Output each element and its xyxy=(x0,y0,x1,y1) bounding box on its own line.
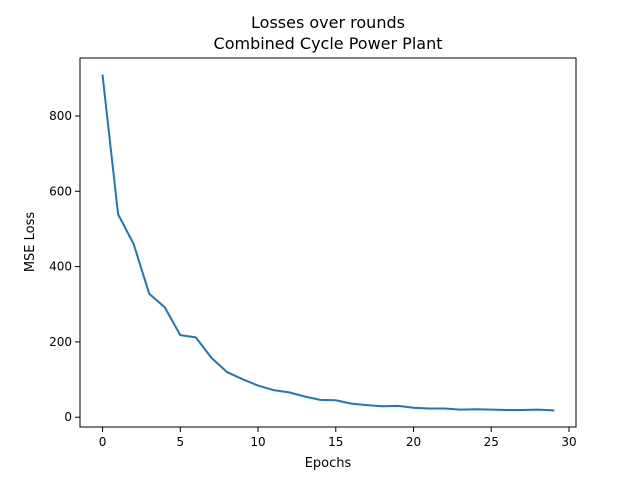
y-tick-label: 200 xyxy=(49,335,72,349)
x-tick-label: 30 xyxy=(561,435,576,449)
plot-frame xyxy=(79,57,577,428)
x-tick-label: 0 xyxy=(99,435,107,449)
y-axis-ticks: 0 200 400 600 800 xyxy=(49,109,80,424)
x-tick-label: 25 xyxy=(484,435,499,449)
y-axis-label: MSE Loss xyxy=(23,212,38,273)
x-tick-label: 5 xyxy=(176,435,184,449)
y-tick-label: 0 xyxy=(64,410,72,424)
chart-title: Losses over rounds xyxy=(251,13,405,32)
x-tick-label: 15 xyxy=(328,435,343,449)
x-axis-ticks: 0 5 10 15 20 25 30 xyxy=(99,427,577,449)
y-tick-label: 800 xyxy=(49,109,72,123)
series-line xyxy=(101,74,555,412)
plot-area: 0 5 10 15 20 25 30 0 200 400 600 800 xyxy=(49,57,577,449)
x-axis-label: Epochs xyxy=(305,456,352,471)
x-tick-label: 20 xyxy=(406,435,421,449)
y-tick-label: 400 xyxy=(49,260,72,274)
y-tick-label: 600 xyxy=(49,184,72,198)
x-tick-label: 10 xyxy=(250,435,265,449)
chart-subtitle: Combined Cycle Power Plant xyxy=(214,34,443,53)
